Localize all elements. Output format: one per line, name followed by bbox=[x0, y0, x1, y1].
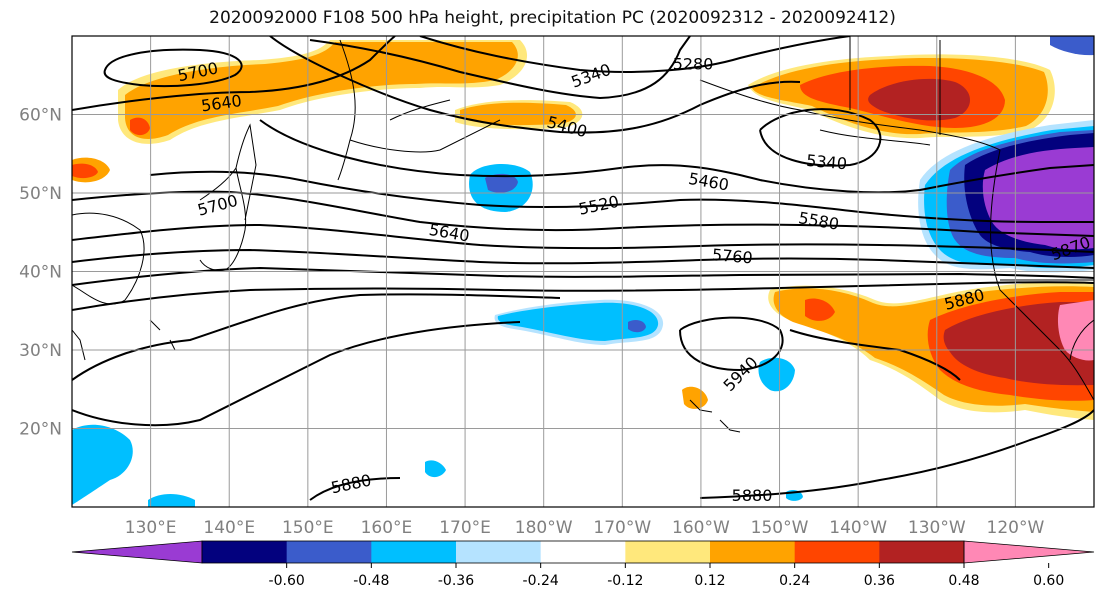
colorbar-segment bbox=[710, 541, 796, 563]
colorbar-extension-high bbox=[963, 540, 1095, 564]
latitude-tick-label: 50°N bbox=[19, 184, 62, 204]
colorbar-tick-label: -0.12 bbox=[607, 573, 643, 589]
height-contours bbox=[72, 36, 1094, 501]
map-title: 2020092000 F108 500 hPa height, precipit… bbox=[209, 8, 896, 28]
contour-label: 5760 bbox=[711, 245, 753, 267]
colorbar-tick-label: -0.36 bbox=[438, 573, 474, 589]
colorbar-tick-label: -0.48 bbox=[353, 573, 389, 589]
colorbar-tick-label: -0.60 bbox=[269, 573, 305, 589]
colorbar-outline bbox=[201, 540, 965, 564]
contour-label-text: 5280 bbox=[673, 54, 714, 73]
contour-label-text: 5880 bbox=[732, 486, 773, 505]
map-frame bbox=[71, 35, 1095, 508]
contour-label-text: 5340 bbox=[806, 151, 848, 173]
colorbar-tick-label: 0.60 bbox=[1033, 573, 1064, 589]
colorbar-segment bbox=[371, 541, 457, 563]
colorbar-segment bbox=[456, 541, 542, 563]
colorbar-tick-label: 0.12 bbox=[694, 573, 725, 589]
colorbar-segment bbox=[540, 541, 626, 563]
longitude-tick-label: 180°W bbox=[515, 518, 573, 538]
latitude-tick-label: 60°N bbox=[19, 106, 62, 126]
longitude-tick-label: 160°E bbox=[361, 518, 413, 538]
latitude-tick-label: 30°N bbox=[19, 341, 62, 361]
latitude-tick-label: 40°N bbox=[19, 263, 62, 283]
longitude-tick-label: 140°E bbox=[203, 518, 255, 538]
longitude-tick-label: 170°E bbox=[439, 518, 491, 538]
colorbar-segment bbox=[286, 541, 372, 563]
colorbar-extension-low bbox=[71, 540, 203, 564]
contour-label: 5280 bbox=[673, 54, 714, 73]
latitude-labels: 60°N 50°N 40°N 30°N 20°N bbox=[19, 106, 62, 440]
colorbar-tick-label: 0.24 bbox=[779, 573, 810, 589]
colorbar-segment bbox=[879, 541, 965, 563]
colorbar-segment bbox=[625, 541, 711, 563]
precip-shading bbox=[72, 36, 1094, 507]
colorbar-tick-label: 0.48 bbox=[948, 573, 979, 589]
latitude-tick-label: 20°N bbox=[19, 420, 62, 440]
longitude-tick-label: 150°W bbox=[751, 518, 809, 538]
colorbar: -0.60 -0.48 -0.36 -0.24 -0.12 0.12 0.24 0.36 0.4… bbox=[71, 540, 1095, 589]
longitude-tick-label: 150°E bbox=[282, 518, 334, 538]
longitude-tick-label: 120°W bbox=[987, 518, 1045, 538]
longitude-tick-label: 140°W bbox=[829, 518, 887, 538]
colorbar-segment bbox=[202, 541, 288, 563]
longitude-tick-label: 160°W bbox=[672, 518, 730, 538]
longitude-labels: 130°E 140°E 150°E 160°E 170°E 180°W 170°W 160°W… bbox=[125, 518, 1045, 538]
longitude-tick-label: 130°E bbox=[125, 518, 177, 538]
contour-label: 5880 bbox=[732, 486, 773, 505]
longitude-tick-label: 170°W bbox=[593, 518, 651, 538]
contour-label: 5340 bbox=[806, 151, 848, 173]
colorbar-segment bbox=[794, 541, 880, 563]
contour-label-text: 5760 bbox=[711, 245, 753, 267]
colorbar-tick-label: -0.24 bbox=[523, 573, 559, 589]
graticule bbox=[72, 36, 1094, 507]
longitude-tick-label: 130°W bbox=[908, 518, 966, 538]
colorbar-tick-label: 0.36 bbox=[864, 573, 895, 589]
